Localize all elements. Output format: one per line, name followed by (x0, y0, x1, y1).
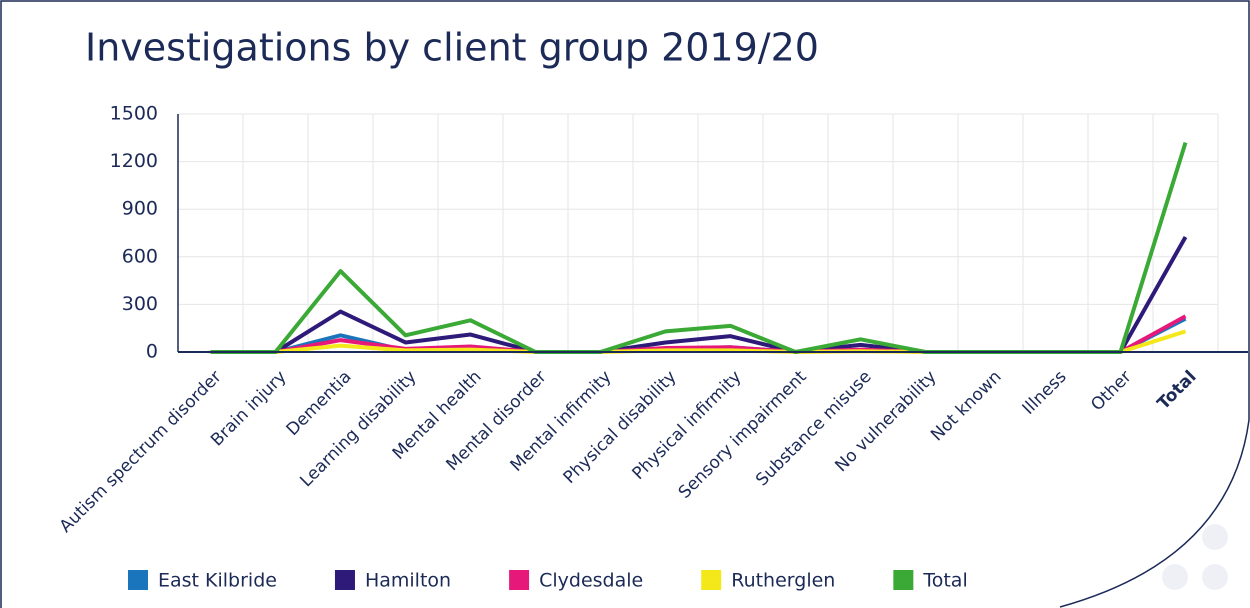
y-tick-label: 300 (122, 293, 158, 315)
y-tick-label: 0 (146, 341, 158, 363)
x-tick-label: Physical disability (560, 367, 681, 488)
x-tick-label: Total (1154, 367, 1201, 414)
y-tick-label: 1200 (110, 150, 158, 172)
legend-label: Total (922, 570, 967, 592)
legend-label: East Kilbride (158, 570, 277, 592)
legend-swatch (701, 570, 722, 590)
x-tick-label: Sensory impairment (675, 367, 811, 503)
legend-label: Hamilton (365, 570, 451, 592)
y-tick-label: 1500 (110, 103, 158, 125)
y-tick-label: 600 (122, 245, 158, 267)
decor-dot (1202, 524, 1228, 550)
x-tick-label: Illness (1019, 367, 1071, 419)
x-tick-label: Substance misuse (752, 367, 875, 490)
legend-swatch (893, 570, 914, 590)
x-tick-label: Not known (927, 367, 1005, 445)
decor-dot (1202, 564, 1228, 590)
legend-swatch (334, 570, 355, 590)
x-tick-label: Learning disability (296, 367, 420, 491)
legend-swatch (509, 570, 530, 590)
legend-label: Clydesdale (539, 570, 643, 592)
chart-title: Investigations by client group 2019/20 (85, 26, 819, 70)
x-tick-label: Physical infirmity (629, 367, 746, 484)
legend-swatch (128, 570, 148, 590)
decor-dot (1162, 564, 1188, 590)
legend-label: Rutherglen (731, 570, 835, 592)
x-tick-label: Other (1087, 367, 1135, 415)
x-tick-label: Autism spectrum disorder (56, 367, 226, 537)
y-tick-label: 900 (122, 198, 158, 220)
